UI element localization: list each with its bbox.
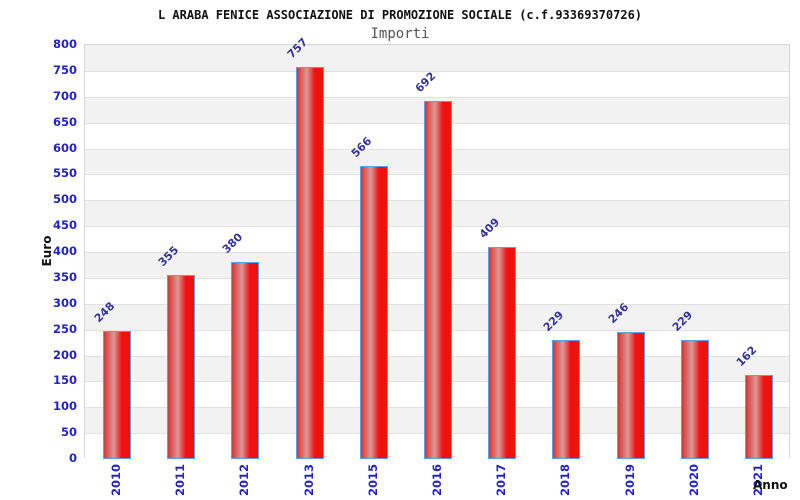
- x-tick-label-2017: 2017: [494, 464, 509, 497]
- y-tick-label: 300: [52, 295, 77, 310]
- gridline: [85, 96, 789, 98]
- bar-2021: [744, 375, 773, 459]
- y-tick-label: 100: [52, 399, 77, 414]
- y-tick-label: 0: [68, 451, 77, 465]
- x-tick-label-2010: 2010: [109, 464, 124, 497]
- x-tick-label-2013: 2013: [301, 464, 316, 497]
- y-tick-label: 50: [60, 425, 77, 440]
- bar-2011: [167, 275, 196, 459]
- x-tick-label-2012: 2012: [237, 464, 252, 497]
- y-tick-label: 750: [52, 62, 77, 77]
- x-tick-label-2011: 2011: [173, 464, 188, 497]
- y-tick-label: 250: [52, 321, 77, 336]
- y-tick-label: 650: [52, 114, 77, 129]
- bar-2013: [295, 67, 324, 459]
- bar-2020: [680, 340, 709, 459]
- x-axis-title: Anno: [753, 478, 788, 492]
- bar-2015: [359, 166, 388, 459]
- x-tick-label-2015: 2015: [365, 464, 380, 497]
- x-tick-label-2020: 2020: [686, 464, 701, 497]
- background-band: [85, 45, 789, 71]
- bar-2010: [103, 330, 132, 459]
- bar-2018: [552, 340, 581, 459]
- bar-2016: [424, 100, 452, 459]
- chart-subtitle: Importi: [370, 26, 430, 42]
- y-tick-label: 700: [52, 88, 77, 103]
- y-tick-label: 450: [52, 218, 77, 233]
- y-tick-label: 150: [52, 373, 77, 388]
- x-tick-label-2019: 2019: [622, 464, 637, 497]
- y-tick-label: 500: [52, 192, 77, 207]
- bar-2017: [488, 247, 517, 459]
- background-band: [85, 70, 789, 97]
- y-tick-label: 200: [52, 347, 77, 362]
- y-tick-label: 550: [52, 166, 77, 181]
- bar-2012: [231, 262, 260, 459]
- y-tick-label: 400: [52, 244, 77, 258]
- y-tick-label: 800: [52, 37, 77, 51]
- x-tick-label-2016: 2016: [430, 464, 444, 497]
- y-tick-label: 350: [52, 269, 77, 284]
- y-tick-label: 600: [52, 140, 77, 155]
- plot-area: 248 355 380 757 566 692 409 229 246 229 162: [84, 36, 790, 459]
- gridline: [85, 70, 789, 72]
- chart-title: L ARABA FENICE ASSOCIAZIONE DI PROMOZION…: [157, 8, 643, 22]
- bar-2019: [616, 331, 645, 459]
- x-tick-label-2018: 2018: [558, 464, 573, 497]
